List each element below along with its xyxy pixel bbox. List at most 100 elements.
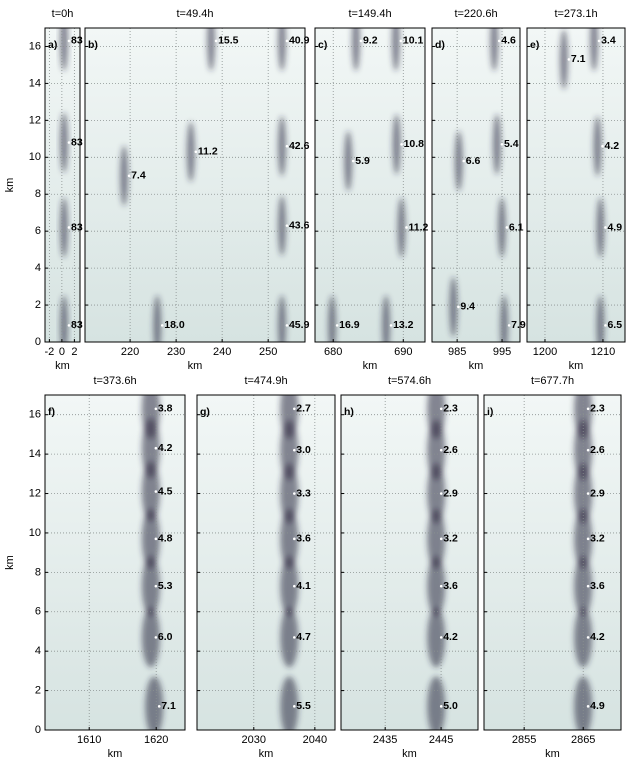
- x-tick-label: -2: [44, 346, 54, 358]
- y-tick-label: 14: [29, 448, 41, 460]
- panel-title: t=0h: [52, 8, 74, 20]
- annotation-dot: [285, 144, 289, 148]
- annotation: 83: [71, 319, 83, 331]
- annotation-dot: [154, 490, 158, 493]
- x-axis-label: km: [363, 360, 378, 372]
- panel-title: t=373.6h: [93, 375, 136, 387]
- y-tick-label: 0: [35, 724, 41, 736]
- panel-label: a): [48, 39, 57, 51]
- x-axis-label: km: [402, 748, 417, 760]
- panel-label: f): [48, 406, 55, 418]
- shading-blur: [120, 28, 286, 342]
- panel-label: c): [318, 39, 327, 51]
- y-tick-label: 12: [29, 487, 41, 499]
- plot-frame: [431, 27, 521, 343]
- annotation-dot: [497, 39, 501, 43]
- annotation-dot: [293, 537, 296, 541]
- annotation-dot: [293, 636, 296, 639]
- annotation-dot: [586, 636, 590, 639]
- annotation: 18.0: [164, 319, 185, 331]
- y-tick-label: 10: [29, 527, 41, 539]
- dark-band: [60, 28, 68, 71]
- dark-band: [574, 556, 593, 617]
- y-tick-label: 4: [35, 645, 41, 657]
- y-tick-label: 14: [29, 77, 41, 89]
- x-tick-label: 1210: [591, 346, 615, 358]
- shading: [141, 395, 164, 730]
- annotation-dot: [293, 492, 296, 495]
- annotation-dot: [604, 324, 607, 327]
- annotation: 4.6: [501, 35, 516, 47]
- panel: 2030 2040 km t=474.9h g) 2.7 3.0 3.3 3.6 4.1 4.7 5.…: [196, 375, 336, 760]
- annotation: 5.5: [296, 700, 311, 712]
- panel-title: t=220.6h: [454, 8, 497, 20]
- plot-frame: [526, 27, 626, 343]
- shading: [574, 395, 593, 730]
- annotation: 4.9: [607, 221, 622, 233]
- annotation: 2.6: [590, 444, 605, 456]
- dark-band: [186, 121, 195, 182]
- panel-label: i): [487, 406, 493, 418]
- panel-title: t=474.9h: [244, 375, 287, 387]
- plot-frame: [314, 27, 426, 343]
- annotation-dot: [67, 324, 71, 327]
- y-axis-label: km: [4, 555, 16, 570]
- dark-band: [596, 197, 605, 258]
- annotation: 5.4: [504, 138, 519, 150]
- annotation: 9.2: [363, 35, 378, 47]
- annotation-dot: [500, 143, 504, 146]
- annotation-dot: [194, 150, 198, 154]
- panel-title: t=574.6h: [388, 375, 431, 387]
- dark-band: [141, 607, 160, 668]
- annotation-dot: [457, 305, 460, 309]
- dark-band: [277, 116, 286, 177]
- x-axis-label: km: [469, 360, 484, 372]
- x-tick-label: 250: [259, 346, 277, 358]
- dark-band: [351, 28, 360, 71]
- x-tick-label: 985: [448, 346, 466, 358]
- dark-band: [497, 197, 506, 258]
- x-tick-label: 1200: [533, 346, 557, 358]
- annotation: 6.6: [466, 155, 481, 167]
- annotation-dot: [160, 324, 164, 327]
- annotation-dot: [586, 407, 590, 411]
- annotation-dot: [507, 324, 511, 327]
- plot-frame: [44, 27, 81, 343]
- annotation-dot: [359, 39, 363, 43]
- shading-blur: [559, 28, 605, 342]
- panel-label: b): [88, 39, 98, 51]
- annotation: 4.9: [590, 700, 605, 712]
- x-tick-label: 2855: [512, 734, 536, 746]
- x-tick-label: 2030: [242, 734, 266, 746]
- panel: 2855 2865 km t=677.7h i) 2.3 2.6 2.9 3.2 3.6 4.2 4.…: [483, 375, 622, 760]
- panel: 985 995 km t=220.6h d) 4.6 5.4 6.6 6.1 9.4 7.9: [431, 8, 526, 372]
- y-tick-label: 6: [35, 225, 41, 237]
- dark-band: [280, 420, 299, 481]
- annotation-dot: [67, 39, 71, 43]
- annotation-dot: [604, 226, 607, 229]
- shading: [280, 395, 299, 730]
- annotation: 2.3: [590, 403, 605, 415]
- annotation-dot: [597, 39, 601, 43]
- dark-band: [60, 197, 68, 258]
- annotation-dot: [293, 584, 296, 588]
- shading-blur: [141, 395, 164, 730]
- annotation: 9.4: [460, 301, 475, 313]
- shading: [120, 28, 286, 342]
- y-tick-label: 2: [35, 299, 41, 311]
- dark-band: [590, 28, 599, 71]
- annotation-dot: [127, 174, 131, 178]
- dark-band: [328, 295, 337, 342]
- panel-label: d): [435, 39, 445, 51]
- panel: 680 690 km t=149.4h c) 9.2 10.1 10.8 5.9 11.2 16.9…: [314, 8, 429, 372]
- dark-band: [120, 145, 129, 206]
- dark-band: [427, 463, 446, 524]
- annotation-dot: [67, 226, 71, 229]
- dark-band: [574, 676, 593, 730]
- annotation: 43.6: [289, 219, 310, 231]
- dark-band: [490, 28, 499, 71]
- annotation: 6.5: [607, 319, 622, 331]
- annotation-dot: [601, 144, 604, 148]
- annotation: 7.1: [571, 53, 586, 65]
- x-tick-label: 240: [213, 346, 231, 358]
